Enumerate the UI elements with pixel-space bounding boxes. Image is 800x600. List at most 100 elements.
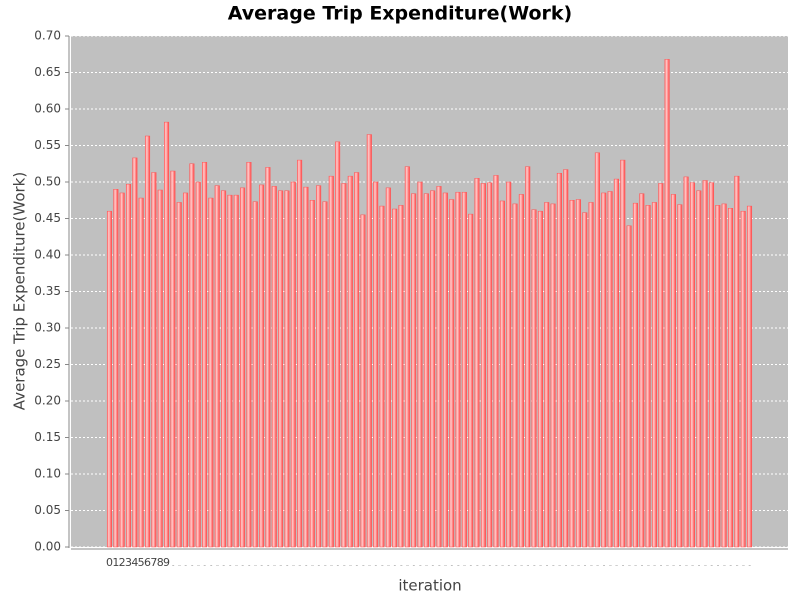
x-tick-label: ...: [704, 562, 707, 567]
bar: [727, 208, 734, 548]
bar: [227, 194, 233, 548]
bar: [651, 202, 657, 548]
y-axis-label: Average Trip Expenditure(Work): [11, 172, 29, 410]
x-tick-label: ...: [514, 562, 517, 567]
bar: [202, 162, 208, 548]
x-tick-label: ...: [260, 562, 263, 567]
x-tick-label: 7: [150, 556, 157, 569]
x-tick-label: ...: [565, 562, 568, 567]
bar: [525, 166, 531, 548]
bar: [626, 225, 632, 548]
bar: [531, 209, 537, 548]
bar: [189, 163, 195, 548]
x-tick-label: ...: [184, 562, 187, 567]
bar: [297, 159, 303, 548]
bar: [746, 205, 753, 548]
x-tick-label: ...: [748, 562, 751, 567]
x-tick-label: ...: [660, 562, 663, 567]
y-tick-label: 0.15: [34, 430, 61, 444]
bar: [582, 212, 588, 548]
bar: [271, 186, 277, 548]
x-tick-label: ...: [172, 562, 175, 567]
y-tick-label: 0.10: [34, 467, 61, 481]
x-tick-label: ...: [615, 562, 618, 567]
x-tick-label: ...: [438, 562, 441, 567]
y-tick-label: 0.25: [34, 357, 61, 371]
x-tick-label: ...: [298, 562, 301, 567]
bar: [176, 202, 182, 548]
x-tick-label: ...: [520, 562, 523, 567]
bar: [645, 205, 651, 548]
x-tick-label: ...: [717, 562, 720, 567]
x-tick-label: ...: [628, 562, 631, 567]
bar: [563, 169, 569, 548]
bar: [468, 213, 474, 548]
x-tick-label: ...: [552, 562, 555, 567]
bar: [430, 190, 436, 548]
x-tick-label: ...: [641, 562, 644, 567]
bar: [106, 210, 113, 548]
bar: [677, 204, 683, 548]
bar: [556, 172, 562, 548]
bar: [474, 178, 480, 548]
bar: [436, 186, 442, 548]
x-tick-label: ...: [476, 562, 479, 567]
x-tick-label: ...: [444, 562, 447, 567]
bar: [354, 172, 360, 548]
x-tick-label: ...: [216, 562, 219, 567]
bar: [328, 175, 334, 548]
x-tick-label: ...: [222, 562, 225, 567]
x-tick-label: ...: [374, 562, 377, 567]
bar: [366, 134, 372, 548]
x-tick-label: ...: [400, 562, 403, 567]
y-tick-label: 0.30: [34, 321, 61, 335]
bar: [183, 192, 189, 548]
y-tick-label: 0.60: [34, 102, 61, 116]
bar: [398, 205, 404, 548]
y-tick-label: 0.65: [34, 65, 61, 79]
x-tick-label: ...: [729, 562, 732, 567]
x-tick-label: ...: [571, 562, 574, 567]
x-tick-label: ...: [470, 562, 473, 567]
x-tick-label: ...: [292, 562, 295, 567]
x-tick-label: ...: [368, 562, 371, 567]
bar: [575, 199, 581, 548]
x-tick-label: ...: [305, 562, 308, 567]
bar: [347, 175, 353, 548]
x-tick-label: 6: [144, 556, 151, 569]
x-tick-label: ...: [178, 562, 181, 567]
x-tick-label: ...: [311, 562, 314, 567]
y-tick-label: 0.40: [34, 248, 61, 262]
bar: [309, 200, 315, 548]
y-tick-label: 0.70: [34, 29, 61, 43]
x-tick-label: ...: [273, 562, 276, 567]
x-tick-label: ...: [336, 562, 339, 567]
x-tick-label: ...: [381, 562, 384, 567]
x-tick-label: ...: [653, 562, 656, 567]
bar: [138, 197, 144, 548]
x-tick-label: ...: [362, 562, 365, 567]
x-tick-label: ...: [710, 562, 713, 567]
bar: [221, 190, 227, 548]
bar: [335, 141, 341, 548]
x-tick-label: ...: [647, 562, 650, 567]
bar: [512, 203, 518, 548]
bar: [151, 172, 157, 548]
bar: [417, 181, 423, 548]
x-tick-label: ...: [501, 562, 504, 567]
x-tick-label: ...: [241, 562, 244, 567]
x-tick-label: 0: [106, 556, 113, 569]
x-tick-label: ...: [577, 562, 580, 567]
bar: [537, 210, 543, 548]
x-tick-label: ...: [609, 562, 612, 567]
bar: [373, 181, 379, 548]
x-tick-label: ...: [197, 562, 200, 567]
x-tick-label: ...: [210, 562, 213, 567]
x-tick-label: ...: [603, 562, 606, 567]
bar: [696, 190, 702, 548]
bar: [119, 192, 125, 548]
x-tick-label: 3: [125, 556, 132, 569]
bar: [480, 183, 486, 548]
x-tick-label: ...: [191, 562, 194, 567]
x-tick-label: ...: [387, 562, 390, 567]
